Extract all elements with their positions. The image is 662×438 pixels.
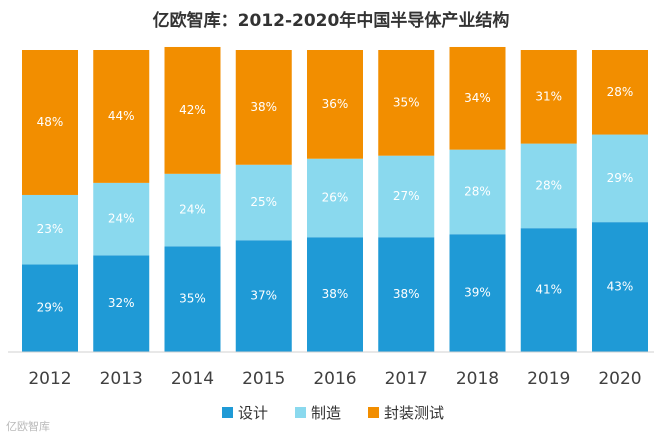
bar-segment — [449, 149, 506, 235]
bar-segment — [378, 237, 435, 352]
data-label: 26% — [322, 190, 349, 204]
x-tick-label: 2020 — [598, 369, 641, 389]
data-label: 25% — [250, 195, 277, 209]
x-tick-label: 2012 — [28, 369, 71, 389]
x-tick-label: 2017 — [385, 369, 428, 389]
x-tick-label: 2018 — [456, 369, 499, 389]
data-label: 28% — [607, 85, 634, 99]
bar-segment — [307, 158, 363, 238]
data-label: 35% — [179, 292, 206, 306]
data-label: 38% — [250, 100, 277, 114]
data-label: 31% — [535, 89, 562, 103]
x-tick-label: 2019 — [527, 369, 570, 389]
legend-swatch — [368, 407, 379, 418]
bar-segment — [592, 134, 648, 223]
data-label: 37% — [250, 289, 277, 303]
data-label: 32% — [108, 296, 135, 310]
data-label: 34% — [464, 91, 491, 105]
bar-segment — [520, 228, 577, 352]
bar-segment — [449, 46, 506, 150]
bar-segment — [235, 50, 292, 165]
data-label: 41% — [535, 283, 562, 297]
data-label: 42% — [179, 103, 206, 117]
bar-segment — [592, 50, 648, 135]
bar-segment — [22, 194, 78, 265]
legend-label: 封装测试 — [384, 404, 444, 422]
data-label: 29% — [607, 171, 634, 185]
bar-segment — [520, 50, 577, 144]
bar-segment — [22, 264, 78, 352]
data-label: 23% — [37, 222, 64, 236]
bar-segment — [164, 246, 221, 352]
legend-label: 制造 — [311, 404, 341, 422]
data-label: 38% — [393, 287, 420, 301]
data-label: 38% — [322, 287, 349, 301]
bar-segment — [307, 237, 363, 352]
bar-segment — [520, 143, 577, 229]
legend-label: 设计 — [238, 404, 268, 422]
legend-swatch — [295, 407, 306, 418]
watermark-text: 亿欧智库 — [6, 419, 50, 433]
data-label: 28% — [535, 178, 562, 192]
data-label: 39% — [464, 286, 491, 300]
data-label: 36% — [322, 97, 349, 111]
bar-segment — [235, 240, 292, 352]
bar-segment — [378, 50, 435, 156]
data-label: 24% — [108, 212, 135, 226]
data-label: 44% — [108, 109, 135, 123]
data-label: 29% — [37, 301, 64, 315]
bar-segment — [93, 255, 150, 352]
bar-segment — [307, 50, 363, 159]
data-label: 48% — [37, 115, 64, 129]
x-axis-ticks: 2012 2013 2014 2015 2016 2017 2018 2019 2020 — [28, 369, 641, 389]
bar-segment — [93, 182, 150, 256]
bar-segment — [449, 234, 506, 352]
bar-segment — [592, 222, 648, 352]
bar-segment — [22, 50, 78, 195]
x-tick-label: 2016 — [313, 369, 356, 389]
data-label: 28% — [464, 184, 491, 198]
data-label: 24% — [179, 203, 206, 217]
bar-segment — [93, 50, 150, 183]
data-label: 35% — [393, 95, 420, 109]
legend-swatch — [222, 407, 233, 418]
data-label: 43% — [607, 280, 634, 294]
legend: 设计 制造 封装测试 — [222, 404, 444, 422]
x-tick-label: 2014 — [171, 369, 214, 389]
bar-segment — [235, 164, 292, 241]
x-tick-label: 2015 — [242, 369, 285, 389]
data-label: 27% — [393, 189, 420, 203]
x-tick-label: 2013 — [100, 369, 143, 389]
bar-segment — [378, 155, 435, 238]
chart-title: 亿欧智库：2012-2020年中国半导体产业结构 — [153, 10, 510, 31]
bars-group: 29% 23% 48% 32% 24% 44% 35% 24% 42% 37% 25% 38% 38% 2… — [22, 46, 648, 352]
bar-segment — [164, 46, 221, 174]
bar-segment — [164, 173, 221, 247]
